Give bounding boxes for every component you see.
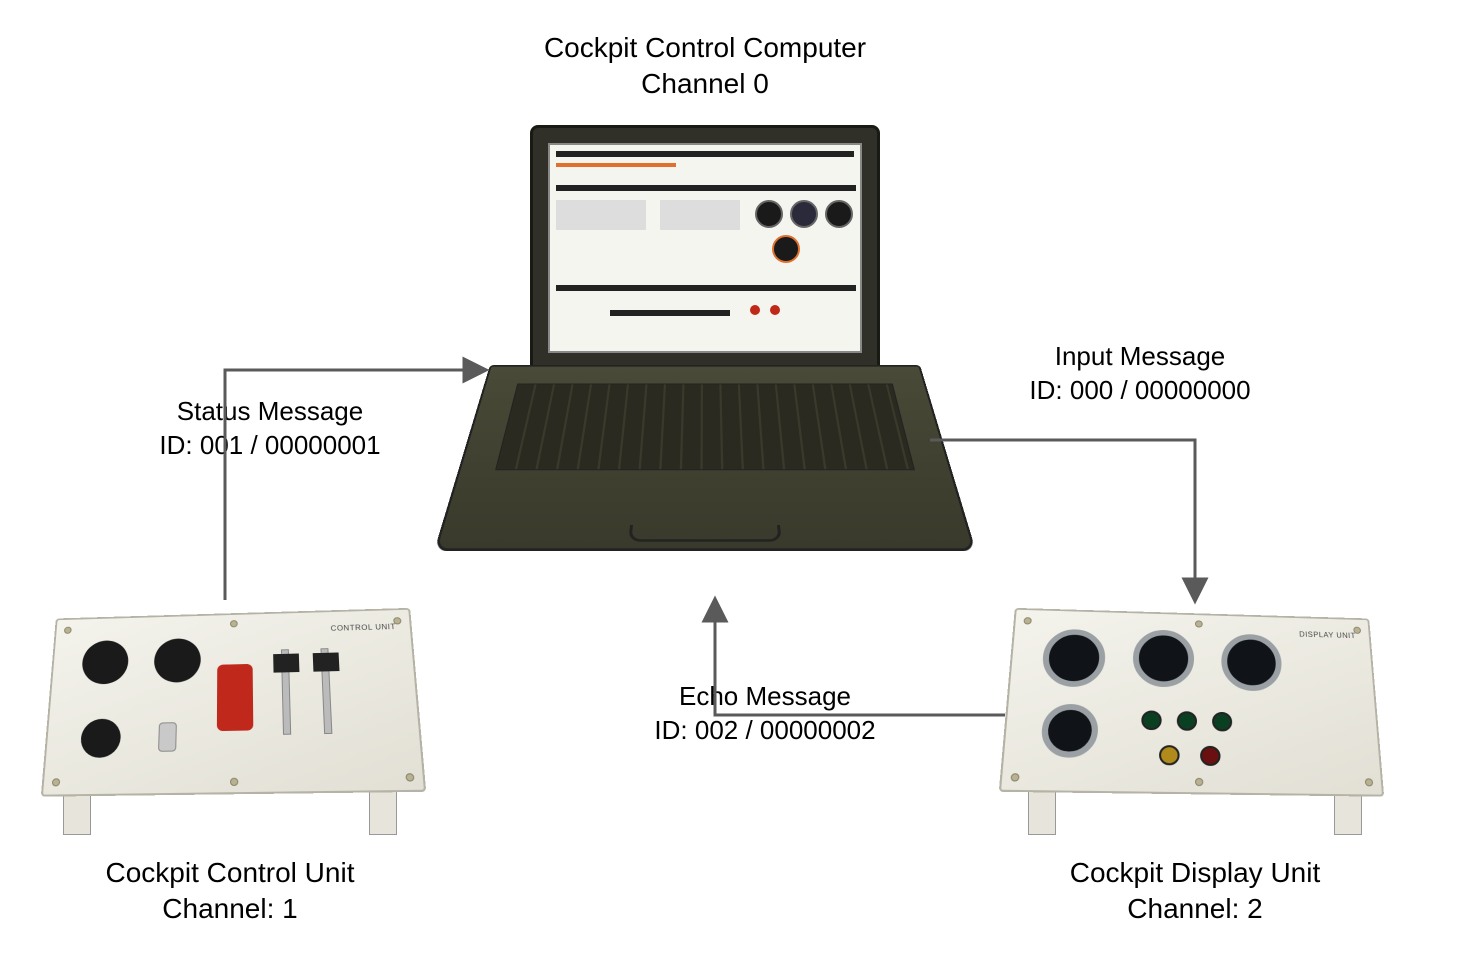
dial-icon bbox=[1221, 633, 1283, 691]
display-unit-face: DISPLAY UNIT bbox=[999, 608, 1384, 797]
display-unit-line2: Channel: 2 bbox=[1127, 893, 1262, 924]
control-unit-node: CONTROL UNIT bbox=[45, 605, 415, 835]
input-msg-line2: ID: 000 / 00000000 bbox=[1029, 375, 1250, 405]
led-icon bbox=[1200, 746, 1221, 766]
dial-icon bbox=[1041, 629, 1106, 688]
computer-title: Cockpit Control Computer Channel 0 bbox=[480, 30, 930, 103]
knob-icon bbox=[81, 640, 129, 685]
led-icon bbox=[1212, 712, 1232, 732]
display-unit-line1: Cockpit Display Unit bbox=[1070, 857, 1321, 888]
status-message-label: Status Message ID: 001 / 00000001 bbox=[105, 395, 435, 463]
echo-message-label: Echo Message ID: 002 / 00000002 bbox=[600, 680, 930, 748]
control-unit-line2: Channel: 1 bbox=[162, 893, 297, 924]
computer-node bbox=[490, 125, 920, 575]
display-unit-face-label: DISPLAY UNIT bbox=[1299, 630, 1356, 640]
status-msg-line1: Status Message bbox=[177, 396, 363, 426]
status-msg-line2: ID: 001 / 00000001 bbox=[159, 430, 380, 460]
input-message-label: Input Message ID: 000 / 00000000 bbox=[970, 340, 1310, 408]
led-icon bbox=[1159, 745, 1180, 765]
laptop-base bbox=[434, 365, 976, 551]
display-unit-title: Cockpit Display Unit Channel: 2 bbox=[1020, 855, 1370, 928]
laptop-keyboard bbox=[495, 383, 915, 470]
led-icon bbox=[1177, 711, 1197, 731]
laptop-screen-lid bbox=[530, 125, 880, 370]
echo-msg-line1: Echo Message bbox=[679, 681, 851, 711]
display-unit-node: DISPLAY UNIT bbox=[1010, 605, 1380, 835]
control-unit-title: Cockpit Control Unit Channel: 1 bbox=[55, 855, 405, 928]
control-unit-line1: Cockpit Control Unit bbox=[106, 857, 355, 888]
computer-title-line1: Cockpit Control Computer bbox=[544, 32, 866, 63]
control-unit-face-label: CONTROL UNIT bbox=[331, 623, 397, 633]
slider-icon bbox=[320, 648, 332, 734]
toggle-icon bbox=[158, 722, 177, 752]
slider-icon bbox=[281, 649, 291, 735]
echo-msg-line2: ID: 002 / 00000002 bbox=[654, 715, 875, 745]
red-switch-icon bbox=[217, 664, 253, 731]
dial-icon bbox=[1040, 704, 1099, 759]
knob-icon bbox=[153, 638, 201, 683]
input-msg-line1: Input Message bbox=[1055, 341, 1226, 371]
led-icon bbox=[1141, 710, 1162, 730]
dial-icon bbox=[1132, 629, 1194, 687]
laptop-screen bbox=[548, 143, 862, 353]
laptop-handle bbox=[628, 525, 782, 542]
knob-icon bbox=[80, 718, 122, 758]
input-arrow bbox=[930, 440, 1195, 600]
computer-title-line2: Channel 0 bbox=[641, 68, 769, 99]
control-unit-face: CONTROL UNIT bbox=[41, 608, 426, 797]
